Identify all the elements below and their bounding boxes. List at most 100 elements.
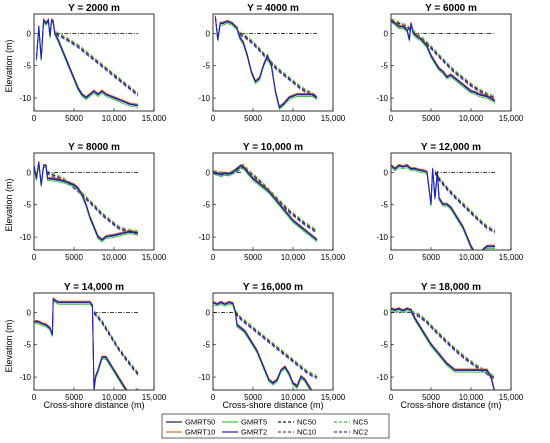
panel-title: Y = 4000 m: [247, 3, 299, 14]
x-tick-label: 0: [32, 393, 37, 402]
y-tick-label: -5: [381, 341, 389, 350]
x-tick-label: 5000: [65, 114, 83, 123]
x-tick-label: 10,000: [102, 253, 127, 262]
series-gmrt5: [213, 167, 318, 243]
x-tick-label: 0: [389, 393, 394, 402]
ylabel-row-3: Elevation (m): [4, 319, 14, 372]
x-tick-label: 15,000: [142, 393, 167, 402]
legend-label: GMRT2: [241, 428, 267, 437]
y-tick-label: -5: [24, 341, 32, 350]
panel-1: Y = 2000 m 0 5000 10,000 15,000 0 -5 -10: [19, 3, 166, 123]
x-tick-label: 5000: [244, 393, 262, 402]
x-tick-label: 15,000: [142, 114, 167, 123]
y-tick-label: -5: [203, 341, 211, 350]
legend-label: GMRT10: [185, 428, 215, 437]
plot-area: [33, 13, 155, 112]
x-tick-label: 0: [32, 253, 37, 262]
series-nc50: [434, 172, 496, 233]
series-gmrt2: [391, 20, 496, 102]
series-nc50: [235, 312, 318, 378]
series-nc50: [93, 312, 139, 375]
x-tick-label: 5000: [244, 114, 262, 123]
series-nc50: [55, 32, 139, 96]
x-tick-label: 10,000: [281, 114, 306, 123]
series-nc5: [434, 170, 496, 231]
y-tick-label: -5: [203, 62, 211, 71]
y-tick-label: -10: [198, 94, 210, 103]
y-tick-label: 0: [384, 29, 389, 38]
x-tick-label: 15,000: [321, 253, 346, 262]
y-tick-label: 0: [27, 29, 32, 38]
series-nc5: [93, 310, 139, 373]
plot-area: [212, 292, 334, 391]
y-tick-label: 0: [27, 168, 32, 177]
x-tick-label: 0: [211, 114, 216, 123]
plot-area: [390, 152, 512, 251]
x-tick-label: 10,000: [281, 393, 306, 402]
xlabel-col-3: Cross-shore distance (m): [400, 400, 501, 410]
series-nc2: [55, 34, 139, 97]
series-gmrt2: [35, 18, 139, 107]
legend-item-gmrt5: GMRT5: [222, 418, 267, 427]
x-tick-label: 5000: [422, 253, 440, 262]
series-nc2: [93, 313, 139, 376]
series-nc2: [391, 21, 496, 100]
x-tick-label: 0: [32, 114, 37, 123]
panel-title: Y = 6000 m: [425, 3, 477, 14]
panel-title: Y = 12,000 m: [421, 142, 481, 153]
series-nc10: [55, 32, 139, 95]
series-nc5: [55, 31, 139, 94]
y-tick-label: -5: [24, 201, 32, 210]
x-tick-label: 15,000: [499, 253, 524, 262]
y-tick-label: 0: [206, 168, 211, 177]
y-tick-label: 0: [27, 308, 32, 317]
x-tick-label: 15,000: [142, 253, 167, 262]
panel-5: Y = 10,000 m 0 5000 10,000 15,000 0 -5 -10: [198, 142, 345, 262]
panel-3: Y = 6000 m 0 5000 10,000 15,000 0 -5 -10: [376, 3, 523, 123]
series-gmrt2: [34, 298, 138, 390]
panel-title: Y = 14,000 m: [64, 282, 124, 293]
y-tick-label: -10: [19, 373, 31, 382]
panel-grid: Y = 2000 m 0 5000 10,000 15,000 0 -5 -10 Y = 400…: [19, 3, 523, 402]
x-tick-label: 10,000: [281, 253, 306, 262]
x-tick-label: 0: [389, 114, 394, 123]
series-nc10: [239, 32, 318, 98]
plot-area: [212, 152, 334, 251]
legend-label: NC5: [353, 418, 368, 427]
legend-label: GMRT5: [241, 418, 267, 427]
y-tick-label: 0: [206, 29, 211, 38]
series-nc10: [235, 311, 318, 377]
x-tick-label: 10,000: [459, 393, 484, 402]
panel-8: Y = 16,000 m 0 5000 10,000 15,000 0 -5 -10: [198, 282, 345, 402]
ylabel-row-2: Elevation (m): [4, 178, 14, 231]
x-tick-label: 0: [211, 253, 216, 262]
series-gmrt2: [214, 17, 318, 109]
y-tick-label: -5: [24, 62, 32, 71]
series-gmrt5: [35, 20, 139, 108]
y-tick-label: -10: [376, 94, 388, 103]
legend-box: [161, 413, 390, 439]
plot-area: [33, 152, 155, 251]
y-tick-label: -10: [376, 373, 388, 382]
legend-item-nc2: NC2: [334, 428, 368, 437]
legend-item-nc5: NC5: [334, 418, 368, 427]
series-gmrt2: [391, 165, 495, 250]
y-tick-label: -10: [19, 94, 31, 103]
legend-item-gmrt2: GMRT2: [222, 428, 267, 437]
panel-title: Y = 8000 m: [68, 142, 120, 153]
panel-title: Y = 2000 m: [68, 3, 120, 14]
panel-4: Y = 8000 m 0 5000 10,000 15,000 0 -5 -10: [19, 142, 166, 262]
panel-9: Y = 18,000 m 0 5000 10,000 15,000 0 -5 -10: [376, 282, 523, 402]
x-tick-label: 15,000: [321, 114, 346, 123]
series-nc5: [235, 310, 318, 376]
x-tick-label: 10,000: [459, 114, 484, 123]
panel-title: Y = 18,000 m: [421, 282, 481, 293]
xlabel-col-2: Cross-shore distance (m): [222, 400, 323, 410]
series-gmrt2: [213, 165, 318, 241]
series-gmrt10: [213, 163, 318, 240]
series-gmrt5: [213, 303, 311, 390]
x-tick-label: 5000: [65, 253, 83, 262]
legend-item-nc10: NC10: [278, 428, 316, 437]
